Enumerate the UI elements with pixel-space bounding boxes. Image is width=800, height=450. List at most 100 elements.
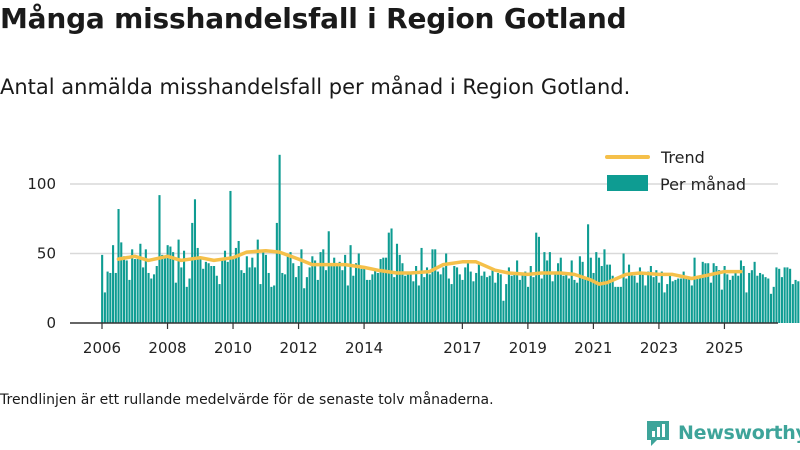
bar-chart: 0 50 100 2006 2008 2010 2012 2014 2017 2019 2021 20… xyxy=(27,148,800,357)
bar xyxy=(253,267,257,323)
bar xyxy=(685,278,688,323)
bar xyxy=(767,278,770,323)
bar xyxy=(466,260,470,323)
bar xyxy=(625,278,628,323)
bar xyxy=(423,277,426,323)
bar xyxy=(666,284,669,323)
bar xyxy=(565,274,568,323)
bar xyxy=(273,285,276,323)
bar xyxy=(371,274,374,323)
bar xyxy=(589,257,592,323)
bar xyxy=(483,271,486,323)
bar xyxy=(183,250,186,323)
bar xyxy=(739,260,743,323)
bar xyxy=(232,259,235,323)
bar xyxy=(510,275,513,323)
bar xyxy=(379,259,382,323)
bar xyxy=(365,279,369,323)
bar xyxy=(557,263,560,323)
bar xyxy=(663,292,666,323)
footnote: Trendlinjen är ett rullande medelvärde f… xyxy=(0,392,494,408)
bar xyxy=(109,272,112,323)
bar xyxy=(518,279,521,323)
bar xyxy=(671,281,674,323)
bar xyxy=(360,268,363,323)
newsworthy-brand[interactable]: Newsworthy xyxy=(645,418,800,448)
bar xyxy=(128,279,131,323)
x-tick-label: 2012 xyxy=(279,339,317,357)
bar xyxy=(196,247,199,323)
bar xyxy=(731,275,734,323)
bar xyxy=(737,275,740,323)
bar xyxy=(122,256,126,323)
bar xyxy=(131,249,134,323)
bar xyxy=(797,281,800,323)
bar xyxy=(486,277,489,323)
bar xyxy=(693,257,696,323)
bar xyxy=(701,261,704,323)
bar xyxy=(456,267,459,323)
bar xyxy=(720,289,723,323)
bar xyxy=(139,243,142,323)
bar xyxy=(537,236,540,323)
bar xyxy=(300,249,303,323)
bar xyxy=(284,274,287,323)
bar xyxy=(761,274,764,323)
bar xyxy=(335,266,338,323)
bar xyxy=(316,279,319,323)
bar xyxy=(783,267,786,323)
bar xyxy=(243,272,246,323)
bar xyxy=(387,232,390,323)
bar xyxy=(103,292,106,323)
x-tick-label: 2019 xyxy=(509,339,547,357)
bar xyxy=(245,256,248,323)
bar xyxy=(142,267,145,323)
bar xyxy=(789,268,792,323)
bar xyxy=(769,293,773,323)
bar xyxy=(521,272,524,323)
bar xyxy=(218,284,221,323)
bar xyxy=(144,249,147,323)
bar xyxy=(753,261,756,323)
bar xyxy=(344,254,347,323)
bar xyxy=(469,271,472,323)
bar xyxy=(398,254,401,323)
bar xyxy=(570,260,573,323)
bar xyxy=(185,286,188,323)
bar xyxy=(597,257,601,323)
bar xyxy=(551,281,554,323)
bar xyxy=(259,284,262,323)
bar xyxy=(464,267,467,323)
x-tick-label: 2010 xyxy=(214,339,252,357)
bar xyxy=(420,247,423,323)
bar xyxy=(382,257,385,323)
bar xyxy=(425,267,429,323)
bar xyxy=(750,270,753,323)
bar xyxy=(450,284,453,323)
bar xyxy=(213,266,216,323)
bar xyxy=(180,267,183,323)
bar xyxy=(791,284,794,323)
bar xyxy=(477,264,480,323)
bar xyxy=(150,278,153,323)
bar xyxy=(393,277,396,323)
bar xyxy=(461,279,464,323)
bar xyxy=(385,257,388,323)
bar xyxy=(780,277,783,323)
bar xyxy=(401,263,404,323)
bar xyxy=(772,286,775,323)
legend-bars-label: Per månad xyxy=(660,175,746,194)
chart-subtitle: Antal anmälda misshandelsfall per månad … xyxy=(0,75,631,99)
bar xyxy=(679,278,682,323)
bar xyxy=(311,256,314,323)
bar xyxy=(668,272,672,323)
monthly-bars xyxy=(101,154,800,323)
bar xyxy=(226,261,229,323)
bar xyxy=(641,272,644,323)
bar xyxy=(431,249,434,323)
bar xyxy=(417,285,420,323)
bar xyxy=(439,274,442,323)
bar xyxy=(297,266,300,323)
bar xyxy=(281,272,284,323)
bar xyxy=(352,275,355,323)
